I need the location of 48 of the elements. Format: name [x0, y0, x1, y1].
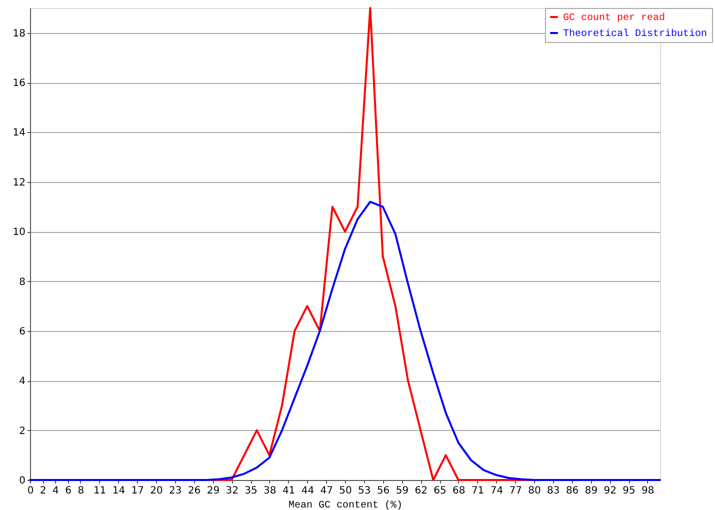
- x-tick-label: 26: [188, 486, 201, 496]
- x-tick-label: 41: [282, 486, 296, 496]
- x-tick-label: 95: [622, 486, 636, 496]
- y-tick-label: 18: [12, 28, 26, 40]
- x-tick-label: 6: [65, 486, 72, 496]
- x-tick-label: 14: [112, 486, 126, 496]
- x-tick-label: 2: [40, 486, 46, 496]
- x-tick-label: 80: [528, 486, 541, 496]
- x-tick-label: 68: [452, 486, 466, 496]
- x-tick-label: 53: [358, 486, 371, 496]
- x-tick-label: 74: [490, 486, 504, 496]
- x-tick-label: 92: [604, 486, 616, 496]
- x-tick-label: 83: [547, 486, 560, 496]
- x-tick-label: 71: [471, 486, 484, 496]
- x-tick-label: 8: [78, 486, 84, 496]
- x-tick-label: 32: [226, 486, 238, 496]
- y-tick-label: 0: [19, 476, 26, 486]
- x-tick-label: 98: [642, 486, 654, 496]
- x-tick-label: 17: [131, 486, 144, 496]
- x-tick-label: 89: [584, 486, 598, 496]
- x-tick-label: 0: [27, 486, 34, 496]
- x-tick-label: 23: [169, 486, 182, 496]
- x-tick-label: 11: [93, 486, 106, 496]
- y-tick-label: 16: [12, 78, 26, 90]
- x-tick-label: 50: [339, 486, 352, 496]
- x-tick-label: 38: [264, 486, 276, 496]
- x-tick-label: 86: [566, 486, 579, 496]
- y-tick-label: 12: [12, 177, 26, 188]
- x-tick-label: 44: [301, 486, 314, 496]
- x-tick-label: 59: [396, 486, 409, 496]
- x-tick-label: 56: [376, 486, 390, 496]
- x-axis-title: Mean GC content (%): [288, 500, 403, 510]
- x-tick-label: 47: [320, 486, 333, 496]
- legend-label: Theoretical Distribution: [563, 28, 708, 40]
- y-tick-label: 10: [12, 227, 26, 238]
- y-tick-label: 6: [19, 326, 26, 338]
- y-tick-label: 14: [12, 128, 26, 139]
- x-tick-label: 35: [244, 486, 258, 496]
- x-tick-label: 65: [434, 486, 446, 496]
- y-tick-label: 2: [19, 426, 26, 437]
- x-tick-label: 4: [52, 486, 59, 496]
- x-tick-label: 77: [509, 486, 522, 496]
- y-tick-label: 4: [19, 376, 26, 388]
- x-tick-label: 20: [150, 486, 163, 496]
- y-tick-label: 8: [19, 276, 26, 288]
- x-tick-label: 62: [414, 486, 428, 496]
- legend-label: GC count per read: [563, 12, 666, 24]
- x-tick-label: 29: [206, 486, 220, 496]
